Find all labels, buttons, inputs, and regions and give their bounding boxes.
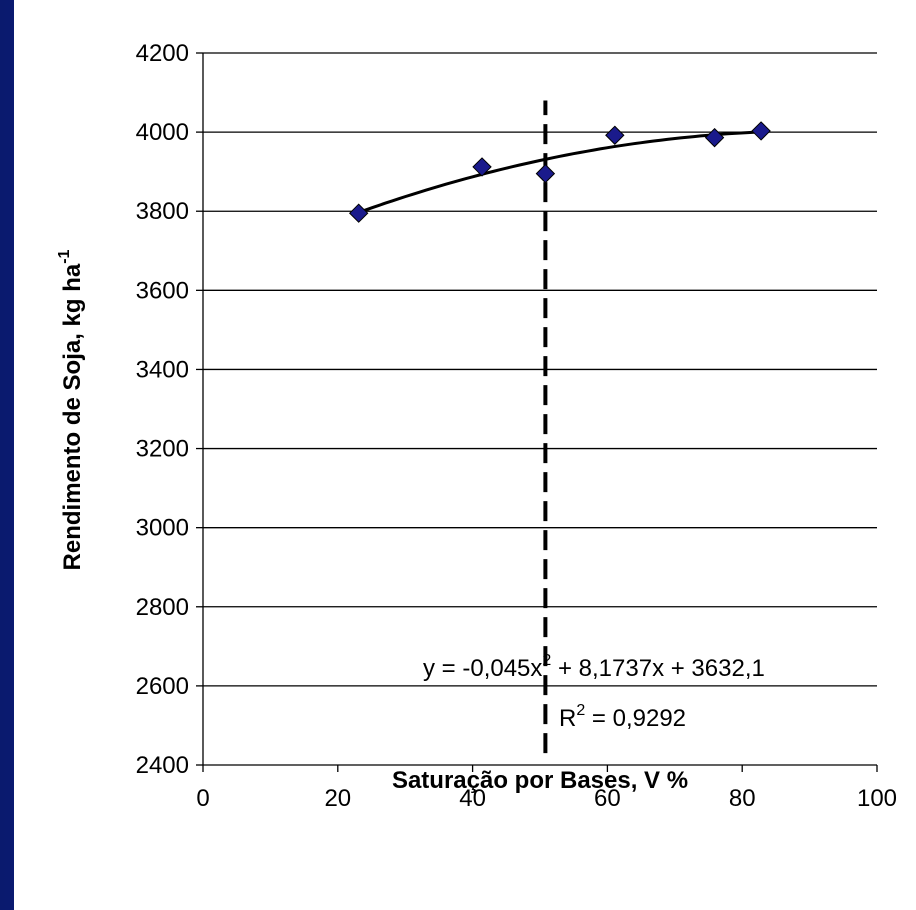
data-point	[605, 125, 625, 145]
y-tick-label: 3600	[136, 277, 189, 304]
data-point	[751, 121, 771, 141]
y-tick-label: 2800	[136, 594, 189, 621]
data-point	[348, 203, 369, 223]
y-axis-title: Rendimento de Soja, kg ha-1	[56, 249, 86, 570]
y-tick-label: 3000	[136, 515, 189, 542]
data-point	[535, 163, 556, 184]
y-tick-label: 3200	[136, 436, 189, 463]
y-tick-label: 4200	[136, 40, 189, 67]
x-tick-label: 100	[857, 785, 897, 812]
y-tick-labels: 2400 2600 2800 3000 3200 3400 3600 3800 4000 4200	[136, 40, 189, 779]
y-axis-title-main: Rendimento de Soja, kg ha	[59, 263, 86, 570]
equation-sup: 2	[542, 652, 551, 669]
y-tick-label: 3400	[136, 356, 189, 383]
trendline	[358, 130, 762, 214]
y-axis-title-sup: -1	[56, 249, 73, 263]
data-point	[472, 157, 492, 177]
r-squared-prefix: R	[559, 705, 576, 732]
equation-part2: + 8,1737x + 3632,1	[551, 655, 765, 682]
r-squared-sup: 2	[576, 702, 585, 719]
x-tick-labels: 0 20 40 60 80 100	[196, 785, 897, 812]
gridlines	[203, 52, 877, 687]
y-tick-label: 2400	[136, 752, 189, 779]
y-tick-label: 3800	[136, 198, 189, 225]
trendline-equation: y = -0,045x2 + 8,1737x + 3632,1	[423, 652, 765, 682]
r-squared-value: = 0,9292	[585, 705, 686, 732]
x-axis-title: Saturação por Bases, V %	[392, 767, 688, 794]
x-tick-label: 20	[324, 785, 351, 812]
x-tick-label: 40	[459, 785, 486, 812]
r-squared-label: R2 = 0,9292	[559, 702, 686, 732]
x-tick-label: 0	[196, 785, 209, 812]
equation-part1: y = -0,045x	[423, 655, 542, 682]
chart-panel	[14, 0, 916, 910]
data-points	[348, 121, 771, 223]
x-tick-label: 60	[594, 785, 621, 812]
y-tick-label: 4000	[136, 119, 189, 146]
x-tick-label: 80	[729, 785, 756, 812]
data-point	[704, 127, 725, 148]
trendline-curve	[358, 130, 762, 214]
axes	[196, 52, 878, 772]
y-tick-label: 2600	[136, 673, 189, 700]
